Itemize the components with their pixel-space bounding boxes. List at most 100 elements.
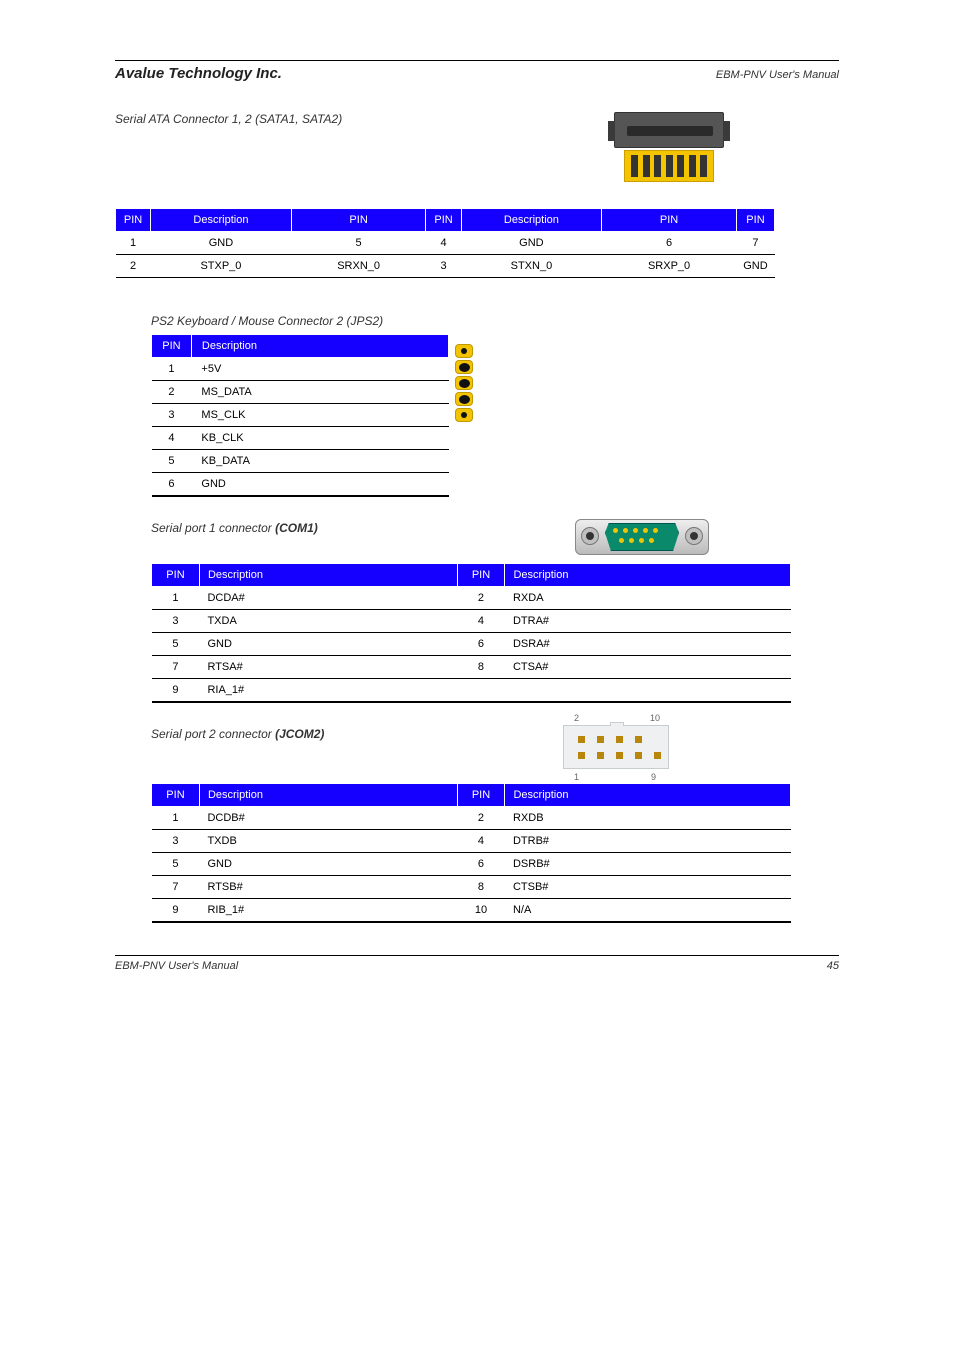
cell: DCDA# bbox=[199, 587, 457, 610]
cell: DTRA# bbox=[505, 610, 791, 633]
col-header: Description bbox=[199, 784, 457, 807]
table-row: 2 STXP_0 SRXN_0 3 STXN_0 SRXP_0 GND bbox=[116, 255, 775, 278]
cell: 1 bbox=[152, 587, 200, 610]
footer-manual: EBM-PNV User's Manual bbox=[115, 960, 238, 972]
cell: STXP_0 bbox=[151, 255, 292, 278]
pin-number: 9 bbox=[651, 772, 656, 782]
pin-number: 10 bbox=[650, 713, 660, 723]
cell: 4 bbox=[457, 610, 505, 633]
footer-rule bbox=[115, 955, 839, 956]
cell: 2 bbox=[457, 807, 505, 830]
table-row: 2MS_DATA bbox=[152, 381, 449, 404]
pin-number: 1 bbox=[574, 772, 579, 782]
cell: MS_DATA bbox=[191, 381, 448, 404]
sata-table: PIN Description PIN PIN Description PIN … bbox=[115, 208, 775, 278]
cell: STXN_0 bbox=[461, 255, 602, 278]
ps2-table: PIN Description 1+5V 2MS_DATA 3MS_CLK 4K… bbox=[151, 334, 449, 497]
table-header: PIN Description PIN PIN Description PIN … bbox=[116, 209, 775, 232]
serial1-label: Serial port 1 connector (COM1) bbox=[151, 521, 839, 535]
cell: N/A bbox=[505, 899, 791, 923]
header-rule bbox=[115, 60, 839, 61]
cell: TXDB bbox=[199, 830, 457, 853]
cell: 1 bbox=[152, 807, 200, 830]
cell: 5 bbox=[291, 232, 426, 255]
cell: 3 bbox=[152, 610, 200, 633]
table-row: 4KB_CLK bbox=[152, 427, 449, 450]
cell: 3 bbox=[152, 830, 200, 853]
header-brand: Avalue Technology Inc. bbox=[115, 65, 282, 82]
cell: CTSB# bbox=[505, 876, 791, 899]
cell: 2 bbox=[457, 587, 505, 610]
cell: 5 bbox=[152, 633, 200, 656]
cell: GND bbox=[461, 232, 602, 255]
table-row: 3MS_CLK bbox=[152, 404, 449, 427]
table-row: 1DCDB#2RXDB bbox=[152, 807, 791, 830]
table-row: 1+5V bbox=[152, 358, 449, 381]
cell: 6 bbox=[152, 473, 192, 497]
box-header-image: 2 10 1 9 bbox=[563, 725, 669, 769]
page: Avalue Technology Inc. EBM-PNV User's Ma… bbox=[0, 0, 954, 1022]
col-header: Description bbox=[199, 564, 457, 587]
cell: SRXP_0 bbox=[602, 255, 737, 278]
cell: SRXN_0 bbox=[291, 255, 426, 278]
col-header: PIN bbox=[457, 784, 505, 807]
cell bbox=[457, 679, 505, 703]
cell: KB_DATA bbox=[191, 450, 448, 473]
serial2-label-prefix: Serial port 2 connector bbox=[151, 727, 275, 741]
cell: 6 bbox=[602, 232, 737, 255]
ps2-section: PS2 Keyboard / Mouse Connector 2 (JPS2) … bbox=[115, 314, 839, 497]
sata-section: Serial ATA Connector 1, 2 (SATA1, SATA2) bbox=[115, 112, 839, 202]
col-header: PIN bbox=[152, 564, 200, 587]
col-header: PIN bbox=[457, 564, 505, 587]
serial1-label-bold: (COM1) bbox=[275, 521, 318, 535]
cell: RTSB# bbox=[199, 876, 457, 899]
col-header: PIN bbox=[152, 335, 192, 358]
cell: KB_CLK bbox=[191, 427, 448, 450]
cell: GND bbox=[199, 633, 457, 656]
cell: GND bbox=[151, 232, 292, 255]
cell bbox=[505, 679, 791, 703]
table-row: 5GND6DSRA# bbox=[152, 633, 791, 656]
cell: TXDA bbox=[199, 610, 457, 633]
cell: DSRB# bbox=[505, 853, 791, 876]
sata-label: Serial ATA Connector 1, 2 (SATA1, SATA2) bbox=[115, 112, 839, 126]
table-row: 6GND bbox=[152, 473, 449, 497]
cell: 2 bbox=[116, 255, 151, 278]
table-row: 5GND6DSRB# bbox=[152, 853, 791, 876]
pin-number: 2 bbox=[574, 713, 579, 723]
cell: 7 bbox=[736, 232, 774, 255]
cell: 10 bbox=[457, 899, 505, 923]
cell: 3 bbox=[152, 404, 192, 427]
table-row: 1 GND 5 4 GND 6 7 bbox=[116, 232, 775, 255]
cell: 4 bbox=[457, 830, 505, 853]
cell: 9 bbox=[152, 899, 200, 923]
cell: DTRB# bbox=[505, 830, 791, 853]
cell: 9 bbox=[152, 679, 200, 703]
table-row: 9RIB_1#10N/A bbox=[152, 899, 791, 923]
cell: 8 bbox=[457, 876, 505, 899]
cell: 3 bbox=[426, 255, 461, 278]
cell: 4 bbox=[152, 427, 192, 450]
col-header: Description bbox=[505, 564, 791, 587]
db9-image bbox=[575, 515, 709, 559]
table-row: 9RIA_1# bbox=[152, 679, 791, 703]
footer-page: 45 bbox=[827, 960, 839, 972]
cell: 6 bbox=[457, 633, 505, 656]
cell: 4 bbox=[426, 232, 461, 255]
cell: 5 bbox=[152, 450, 192, 473]
cell: 1 bbox=[152, 358, 192, 381]
cell: 6 bbox=[457, 853, 505, 876]
serial1-section: Serial port 1 connector (COM1) PIN D bbox=[115, 521, 839, 703]
cell: 7 bbox=[152, 876, 200, 899]
cell: RIA_1# bbox=[199, 679, 457, 703]
col-header: Description bbox=[151, 209, 292, 232]
sata-connector-image bbox=[614, 112, 724, 182]
col-header: Description bbox=[461, 209, 602, 232]
cell: RTSA# bbox=[199, 656, 457, 679]
cell: 7 bbox=[152, 656, 200, 679]
table-row: 5KB_DATA bbox=[152, 450, 449, 473]
cell: 1 bbox=[116, 232, 151, 255]
cell: 2 bbox=[152, 381, 192, 404]
cell: CTSA# bbox=[505, 656, 791, 679]
cell: GND bbox=[736, 255, 774, 278]
